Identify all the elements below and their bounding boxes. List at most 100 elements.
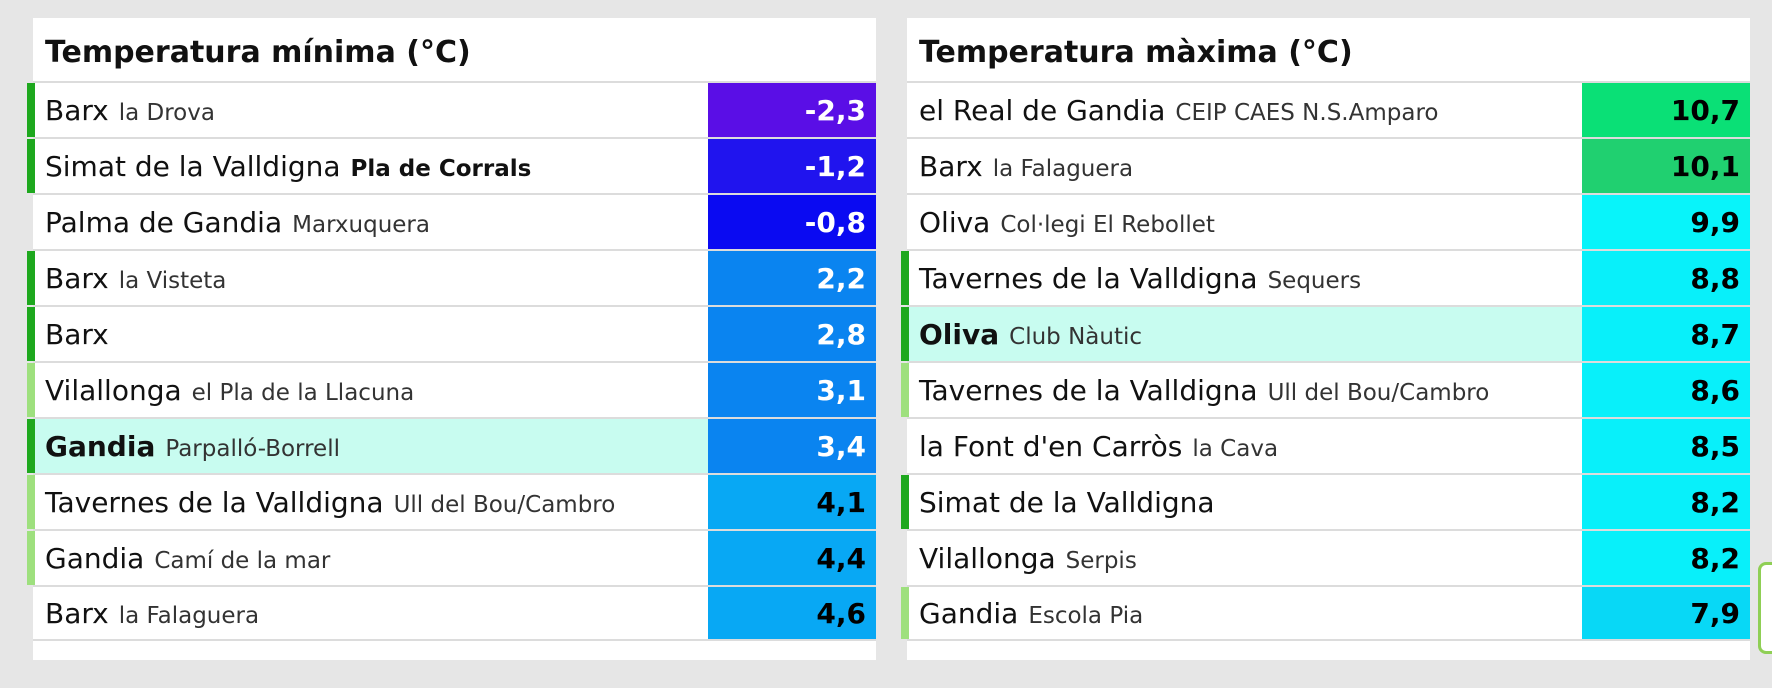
table-row[interactable]: Barx la Falaguera 4,6 (33, 585, 876, 641)
town-name[interactable]: Oliva (919, 317, 1000, 351)
table-row[interactable]: Oliva Club Nàutic 8,7 (901, 305, 1750, 361)
station-place: Barx la Drova (33, 94, 708, 127)
temperature-value: 10,7 (1582, 83, 1750, 137)
table-row[interactable]: Oliva Col·legi El Rebollet 9,9 (907, 193, 1750, 249)
table-row[interactable]: la Font d'en Carròs la Cava 8,5 (907, 417, 1750, 473)
station-place: Oliva Col·legi El Rebollet (907, 206, 1582, 239)
station-place: Vilallonga el Pla de la Llacuna (33, 374, 708, 407)
table-row[interactable]: Tavernes de la Valldigna Ull del Bou/Camb… (901, 361, 1750, 417)
table-row[interactable]: Palma de Gandia Marxuquera -0,8 (33, 193, 876, 249)
station-name: CEIP CAES N.S.Amparo (1175, 99, 1439, 126)
temperature-value: -2,3 (708, 83, 876, 137)
min-table-rows: Barx la Drova -2,3 Simat de la Valldigna Pla… (27, 81, 876, 641)
station-place: Barx la Visteta (33, 262, 708, 295)
temperature-value: 4,4 (708, 531, 876, 585)
station-place: Oliva Club Nàutic (907, 318, 1582, 351)
min-temperature-table: Temperatura mínima (°C) Barx la Drova -2,3… (27, 18, 876, 660)
table-row[interactable]: Barx la Falaguera 10,1 (907, 137, 1750, 193)
town-name[interactable]: Gandia (45, 429, 156, 463)
table-row[interactable]: el Real de Gandia CEIP CAES N.S.Amparo 10,… (907, 81, 1750, 137)
table-row[interactable]: Simat de la Valldigna Pla de Corrals -1,2 (27, 137, 876, 193)
table-row[interactable]: Gandia Camí de la mar 4,4 (27, 529, 876, 585)
station-name: Marxuquera (292, 211, 430, 238)
station-name: Ull del Bou/Cambro (1267, 379, 1490, 406)
temperature-value: 9,9 (1582, 195, 1750, 249)
town-name[interactable]: Simat de la Valldigna (919, 485, 1215, 519)
station-name: Ull del Bou/Cambro (393, 491, 616, 518)
station-name: la Drova (118, 99, 215, 126)
station-type-indicator (901, 475, 909, 529)
temperature-value: 8,7 (1582, 307, 1750, 361)
station-place: Barx la Falaguera (33, 597, 708, 630)
temperature-value: 10,1 (1582, 139, 1750, 193)
station-place: Tavernes de la Valldigna Ull del Bou/Camb… (907, 374, 1582, 407)
station-name: Club Nàutic (1009, 323, 1143, 350)
table-row[interactable]: Vilallonga Serpis 8,2 (907, 529, 1750, 585)
station-type-indicator (27, 531, 35, 585)
town-name[interactable]: Barx (45, 596, 109, 630)
station-type-indicator (27, 139, 35, 193)
temperature-value: 8,2 (1582, 531, 1750, 585)
station-place: Simat de la Valldigna Pla de Corrals (33, 150, 708, 183)
station-place: Tavernes de la Valldigna Sequers (907, 262, 1582, 295)
station-place: Gandia Escola Pia (907, 597, 1582, 630)
table-row[interactable]: Tavernes de la Valldigna Ull del Bou/Camb… (27, 473, 876, 529)
station-name: Escola Pia (1028, 602, 1144, 629)
town-name[interactable]: Barx (45, 317, 109, 351)
station-name: el Pla de la Llacuna (191, 379, 415, 406)
table-row[interactable]: Simat de la Valldigna 8,2 (901, 473, 1750, 529)
town-name[interactable]: Vilallonga (45, 373, 182, 407)
station-type-indicator (901, 307, 909, 361)
station-name: Camí de la mar (154, 547, 331, 574)
table-row[interactable]: Barx la Visteta 2,2 (27, 249, 876, 305)
temperature-value: 7,9 (1582, 587, 1750, 639)
town-name[interactable]: Tavernes de la Valldigna (919, 261, 1258, 295)
station-name: Pla de Corrals (350, 155, 532, 182)
station-type-indicator (27, 251, 35, 305)
station-type-indicator (901, 251, 909, 305)
town-name[interactable]: Palma de Gandia (45, 205, 283, 239)
town-name[interactable]: Gandia (919, 596, 1019, 630)
station-place: Barx la Falaguera (907, 150, 1582, 183)
station-type-indicator (27, 363, 35, 417)
side-widget-tab[interactable] (1758, 562, 1772, 654)
town-name[interactable]: el Real de Gandia (919, 93, 1166, 127)
station-name: Serpis (1065, 547, 1137, 574)
town-name[interactable]: Barx (919, 149, 983, 183)
town-name[interactable]: Gandia (45, 541, 145, 575)
station-name: Col·legi El Rebollet (1000, 211, 1215, 238)
temperature-value: 8,5 (1582, 419, 1750, 473)
temperature-value: 3,4 (708, 419, 876, 473)
temperature-value: 2,2 (708, 251, 876, 305)
town-name[interactable]: Vilallonga (919, 541, 1056, 575)
station-type-indicator (27, 83, 35, 137)
town-name[interactable]: Barx (45, 93, 109, 127)
town-name[interactable]: Simat de la Valldigna (45, 149, 341, 183)
table-row[interactable]: Barx 2,8 (27, 305, 876, 361)
town-name[interactable]: Tavernes de la Valldigna (919, 373, 1258, 407)
station-place: Gandia Parpalló-Borrell (33, 430, 708, 463)
station-place: Vilallonga Serpis (907, 542, 1582, 575)
table-row[interactable]: Vilallonga el Pla de la Llacuna 3,1 (27, 361, 876, 417)
station-type-indicator (27, 419, 35, 473)
town-name[interactable]: Tavernes de la Valldigna (45, 485, 384, 519)
temperature-value: -0,8 (708, 195, 876, 249)
max-table-rows: el Real de Gandia CEIP CAES N.S.Amparo 10,… (901, 81, 1750, 641)
station-name: la Cava (1192, 435, 1279, 462)
town-name[interactable]: la Font d'en Carròs (919, 429, 1183, 463)
town-name[interactable]: Oliva (919, 205, 991, 239)
town-name[interactable]: Barx (45, 261, 109, 295)
station-place: Palma de Gandia Marxuquera (33, 206, 708, 239)
station-place: Gandia Camí de la mar (33, 542, 708, 575)
station-name: la Visteta (118, 267, 227, 294)
station-name: Parpalló-Borrell (165, 435, 340, 462)
station-place: Tavernes de la Valldigna Ull del Bou/Camb… (33, 486, 708, 519)
station-place: Simat de la Valldigna (907, 486, 1582, 519)
station-name: la Falaguera (118, 602, 260, 629)
table-row[interactable]: Tavernes de la Valldigna Sequers 8,8 (901, 249, 1750, 305)
station-type-indicator (901, 363, 909, 417)
table-row[interactable]: Barx la Drova -2,3 (27, 81, 876, 137)
table-row[interactable]: Gandia Parpalló-Borrell 3,4 (27, 417, 876, 473)
table-row[interactable]: Gandia Escola Pia 7,9 (901, 585, 1750, 641)
temperature-value: -1,2 (708, 139, 876, 193)
